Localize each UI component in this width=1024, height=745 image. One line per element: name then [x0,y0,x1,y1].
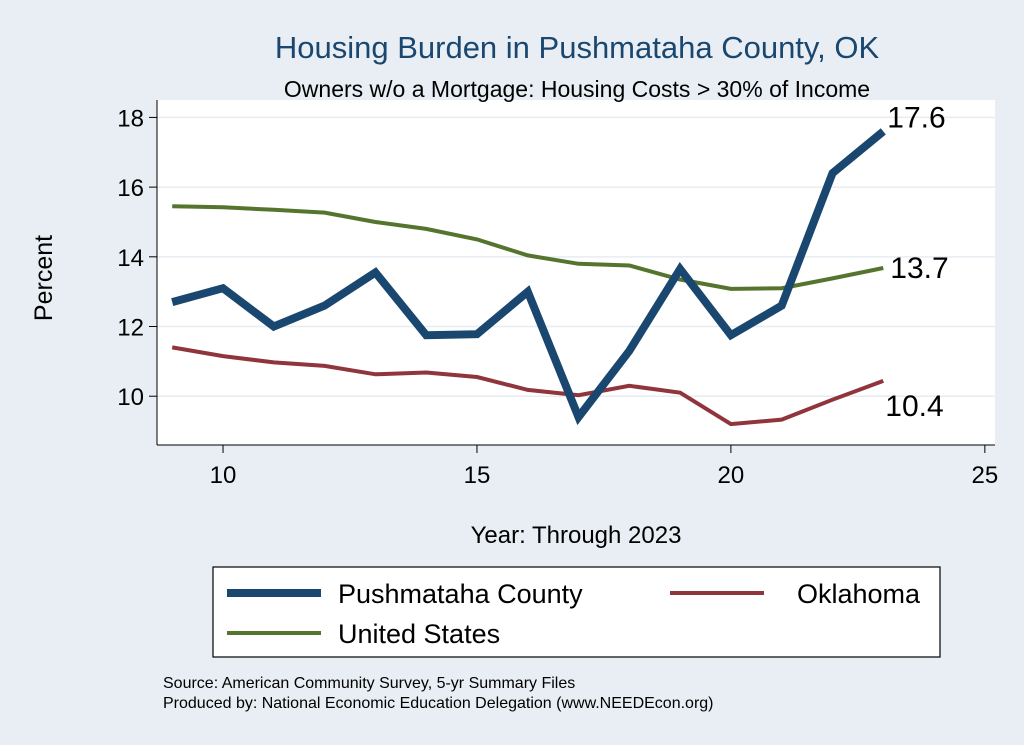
x-tick-label: 25 [971,462,998,489]
y-tick-label: 10 [117,384,144,411]
end-label-pushmataha-county: 17.6 [887,101,945,134]
y-tick-label: 18 [117,105,144,132]
series-line-pushmataha-county [171,128,886,426]
y-tick-label: 12 [117,315,144,342]
legend-label-united-states: United States [338,619,500,649]
end-label-oklahoma: 10.4 [885,390,943,423]
x-tick-label: 10 [210,462,237,489]
source-note: Source: American Community Survey, 5-yr … [163,675,575,692]
y-axis-label: Percent [30,235,58,321]
legend-box [212,566,941,658]
x-tick-label: 15 [464,462,491,489]
x-axis-label: Year: Through 2023 [471,522,682,549]
y-tick-label: 16 [117,175,144,202]
end-label-united-states: 13.7 [890,252,948,285]
x-tick-label: 20 [718,462,745,489]
series-line-united-states [172,204,884,291]
y-tick-label: 14 [117,245,144,272]
series-line-oklahoma [171,345,884,427]
produced-note: Produced by: National Economic Education… [163,695,714,712]
chart-title: Housing Burden in Pushmataha County, OK [275,30,880,65]
chart-subtitle: Owners w/o a Mortgage: Housing Costs > 3… [284,76,870,102]
legend-label-pushmataha-county: Pushmataha County [338,579,583,609]
legend-label-oklahoma: Oklahoma [797,579,921,609]
